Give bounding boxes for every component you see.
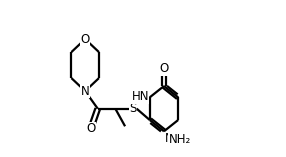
Text: N: N xyxy=(165,132,174,145)
Text: N: N xyxy=(81,85,90,97)
Text: NH₂: NH₂ xyxy=(169,133,191,146)
Text: O: O xyxy=(81,33,90,46)
Text: O: O xyxy=(159,62,168,75)
Text: HN: HN xyxy=(131,90,149,103)
Text: O: O xyxy=(86,122,95,135)
Text: S: S xyxy=(129,102,137,115)
